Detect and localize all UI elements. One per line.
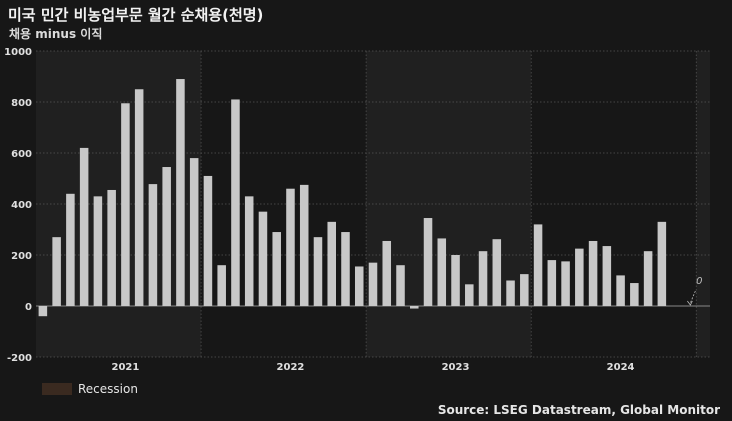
bar: [410, 306, 419, 309]
bar: [368, 262, 378, 306]
bar: [313, 237, 323, 306]
x-year-label: 2023: [442, 362, 470, 373]
y-tick-label: 400: [11, 200, 32, 211]
bar: [657, 221, 667, 306]
bar: [423, 218, 433, 306]
bar: [107, 189, 116, 306]
bars: [38, 79, 667, 317]
bar: [258, 211, 268, 306]
bar: [162, 167, 171, 306]
bar: [231, 99, 240, 306]
bar: [382, 240, 392, 306]
bar: [533, 224, 543, 306]
bar: [327, 221, 336, 306]
bar: [396, 265, 405, 306]
y-tick-label: 0: [25, 302, 32, 313]
annotation-arrow: [689, 290, 696, 304]
bar: [520, 274, 529, 306]
bar: [602, 246, 612, 306]
bar: [465, 284, 474, 306]
bar: [286, 188, 295, 306]
bar: [506, 280, 515, 306]
source-note: Source: LSEG Datastream, Global Monitor: [437, 403, 720, 417]
bar: [93, 196, 103, 306]
bar: [437, 238, 447, 306]
bar: [189, 158, 199, 306]
bar: [547, 260, 557, 306]
annotation-arrowhead: [687, 300, 693, 306]
year-band: [696, 51, 710, 357]
bar: [66, 193, 75, 306]
bar: [630, 283, 639, 306]
bar: [575, 248, 584, 306]
bar: [52, 237, 61, 306]
y-tick-label: 600: [11, 149, 32, 160]
bar: [244, 196, 254, 306]
bar: [79, 147, 89, 306]
bar: [148, 184, 158, 306]
bar: [203, 175, 213, 306]
x-year-label: 2022: [277, 362, 305, 373]
chart-title: 미국 민간 비농업부문 월간 순채용(천명): [8, 6, 264, 24]
bar: [354, 266, 364, 306]
legend: Recession: [42, 382, 138, 396]
bar: [588, 240, 598, 306]
y-tick-label: -200: [7, 353, 32, 364]
bar: [299, 184, 309, 306]
x-year-label: 2021: [111, 362, 139, 373]
bar: [561, 261, 570, 306]
chart-subtitle: 채용 minus 이직: [9, 27, 103, 41]
bar: [134, 89, 144, 306]
bar: [217, 265, 226, 306]
bar: [121, 103, 130, 307]
bar: [176, 79, 185, 306]
y-tick-label: 800: [11, 98, 32, 109]
bar: [616, 275, 625, 306]
y-tick-label: 200: [11, 251, 32, 262]
bar: [643, 251, 653, 306]
legend-label-recession: Recession: [78, 382, 138, 396]
legend-swatch-recession: [42, 383, 72, 395]
y-axis-ticks: 1000 800 600 400 200 0 -200: [4, 47, 32, 364]
annotation: 0: [687, 276, 703, 306]
annotation-label: 0: [696, 276, 702, 287]
bar: [492, 239, 502, 306]
y-tick-label: 1000: [4, 47, 32, 58]
bar: [451, 255, 460, 306]
bar: [38, 306, 48, 317]
bar: [272, 232, 281, 306]
x-year-label: 2024: [607, 362, 635, 373]
bar: [341, 232, 350, 306]
x-axis-year-labels: 2021 2022 2023 2024: [111, 362, 634, 373]
bar: [478, 251, 488, 306]
